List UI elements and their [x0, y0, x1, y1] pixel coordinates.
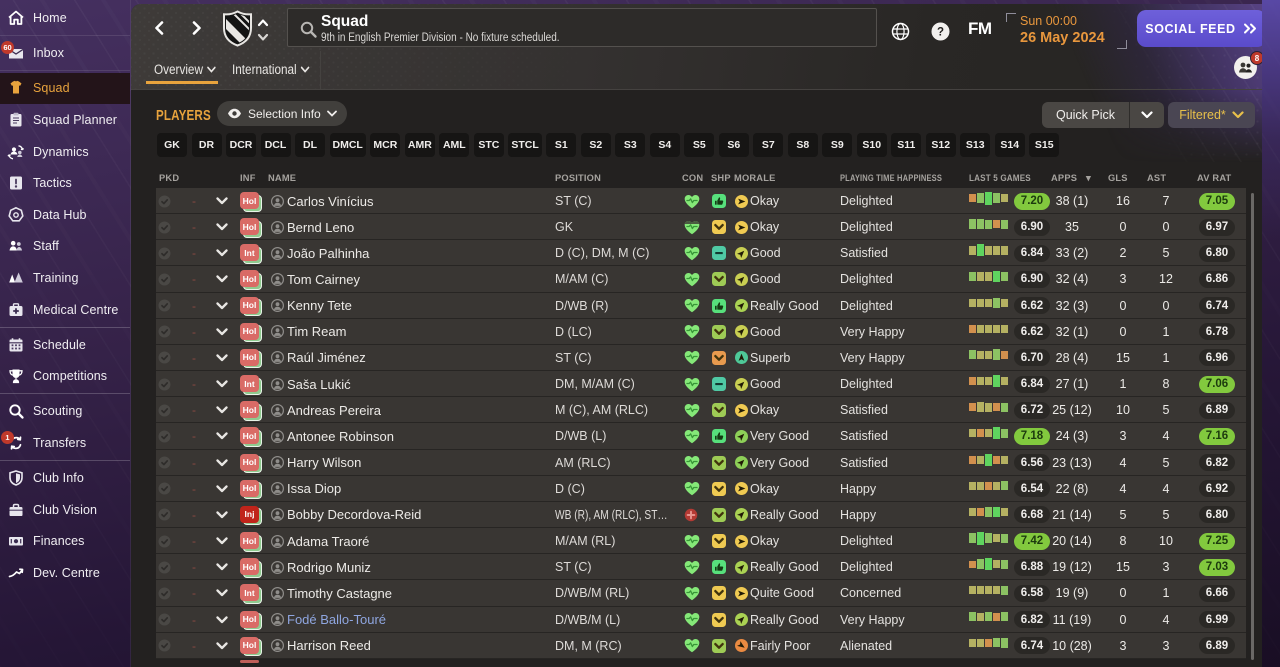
- svg-text:?: ?: [937, 27, 944, 39]
